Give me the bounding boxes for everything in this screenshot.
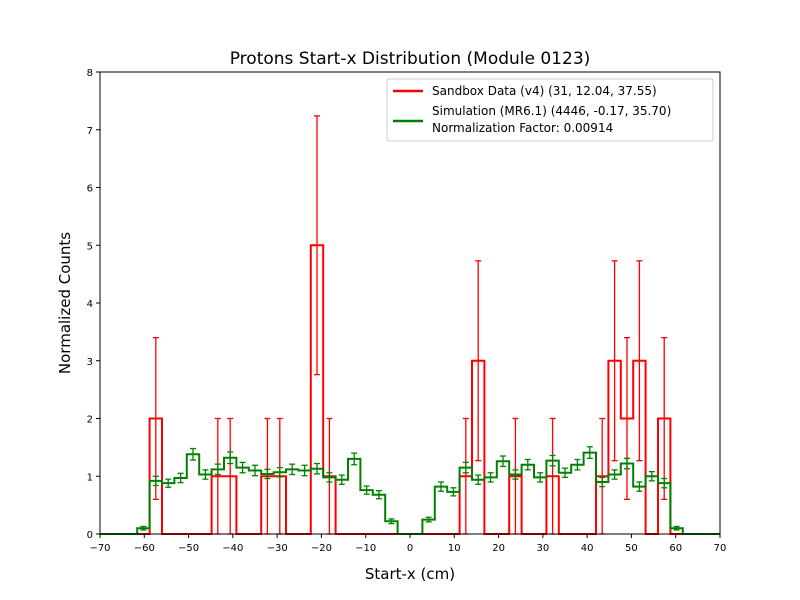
error-bar <box>190 447 196 461</box>
x-tick-label: 60 <box>669 543 682 554</box>
error-bar <box>165 478 172 488</box>
y-tick-label: 6 <box>87 184 93 195</box>
error-bar <box>636 481 643 492</box>
legend-label-simulation: Simulation (MR6.1) (4446, -0.17, 35.70) <box>432 104 671 118</box>
error-bar <box>624 336 630 501</box>
error-bar <box>264 468 271 480</box>
y-tick-label: 5 <box>87 241 93 252</box>
error-bar <box>289 463 296 476</box>
error-bar <box>252 464 258 477</box>
y-tick-label: 8 <box>87 68 93 79</box>
x-tick-label: 70 <box>714 543 727 554</box>
chart-title: Protons Start-x Distribution (Module 012… <box>230 49 591 69</box>
y-axis-ticks: 0 1 2 3 4 5 6 7 8 <box>87 68 100 541</box>
error-bar <box>661 336 668 501</box>
legend-box <box>386 78 714 142</box>
error-bar <box>611 260 618 462</box>
error-bar <box>599 476 606 488</box>
legend-label-data: Sandbox Data (v4) (31, 12.04, 37.55) <box>432 84 657 98</box>
error-bar <box>351 452 358 466</box>
error-bar <box>338 474 345 485</box>
x-tick-label: 30 <box>536 543 549 554</box>
error-bar <box>376 490 382 500</box>
y-tick-label: 0 <box>87 530 93 541</box>
y-tick-label: 3 <box>87 357 93 368</box>
error-bar <box>537 472 544 483</box>
error-bar <box>363 485 370 495</box>
x-tick-label: −10 <box>355 543 376 554</box>
error-bar <box>462 461 469 474</box>
error-bar <box>512 469 519 480</box>
error-bar <box>611 469 618 480</box>
y-tick-label: 1 <box>87 472 93 483</box>
error-bar <box>202 469 209 480</box>
error-bar <box>450 487 457 497</box>
legend: Sandbox Data (v4) (31, 12.04, 37.55) Sim… <box>386 78 714 142</box>
error-bar <box>276 466 283 478</box>
error-bar <box>140 525 147 531</box>
x-tick-label: −60 <box>134 543 155 554</box>
x-tick-label: −30 <box>267 543 288 554</box>
error-bar <box>214 463 221 476</box>
error-bar <box>326 472 333 483</box>
x-tick-label: 10 <box>448 543 461 554</box>
error-bar <box>314 462 320 475</box>
legend-label-normalization: Normalization Factor: 0.00914 <box>432 121 613 135</box>
error-bar <box>177 472 184 484</box>
error-bar <box>524 458 531 471</box>
series-0 <box>100 115 720 535</box>
x-tick-label: −70 <box>89 543 110 554</box>
error-bar <box>425 516 432 523</box>
error-bar <box>586 446 593 459</box>
error-bar <box>636 260 643 462</box>
error-bar <box>648 470 655 482</box>
y-tick-label: 4 <box>87 299 93 310</box>
error-bar <box>500 455 506 468</box>
error-bar <box>673 525 680 531</box>
x-tick-label: 50 <box>625 543 638 554</box>
error-bar <box>388 518 395 525</box>
error-bar <box>227 451 234 465</box>
error-bar <box>301 464 308 477</box>
error-bar <box>574 458 581 471</box>
error-bar <box>475 474 482 485</box>
error-bar <box>624 457 630 470</box>
x-tick-label: −50 <box>178 543 199 554</box>
x-tick-label: 0 <box>407 543 413 554</box>
error-bar <box>475 260 482 462</box>
error-bar <box>152 336 159 501</box>
x-tick-label: −40 <box>222 543 243 554</box>
error-bar <box>661 477 668 489</box>
error-bar <box>549 454 556 467</box>
error-bar <box>152 475 159 487</box>
y-tick-label: 7 <box>87 126 93 137</box>
error-bar <box>314 115 320 376</box>
x-tick-label: 40 <box>581 543 594 554</box>
series-layer <box>100 115 720 535</box>
y-axis-title: Normalized Counts <box>56 232 74 374</box>
x-tick-label: 20 <box>492 543 505 554</box>
error-bar <box>487 472 494 483</box>
error-bar <box>562 467 568 479</box>
x-tick-label: −20 <box>311 543 332 554</box>
x-axis-ticks: −70 −60 −50 −40 −30 −20 −10 0 10 20 30 40 50 60 70 <box>89 534 726 554</box>
x-axis-title: Start-x (cm) <box>365 565 455 583</box>
error-bar <box>239 461 246 474</box>
y-tick-label: 2 <box>87 415 93 426</box>
error-bar <box>438 481 444 492</box>
